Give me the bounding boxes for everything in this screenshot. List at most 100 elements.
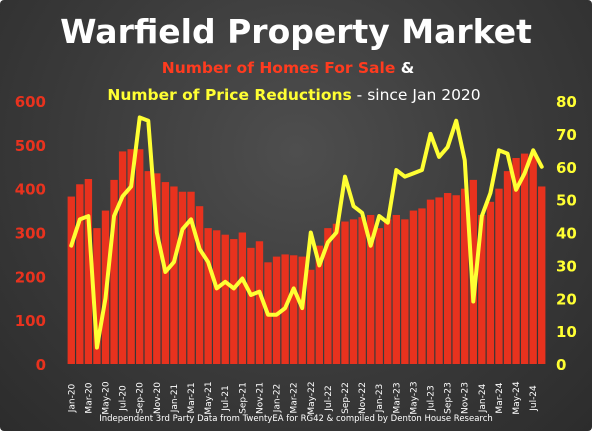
right-tick-80: 80 — [556, 93, 577, 111]
left-tick-200: 200 — [15, 268, 46, 286]
x-tick-May-23: May-23 — [409, 381, 419, 414]
bar-Nov-21 — [255, 241, 264, 364]
bar-Jan-23 — [375, 228, 383, 364]
bar-Nov-23 — [461, 188, 469, 364]
x-tick-Sep-23: Sep-23 — [444, 382, 454, 414]
bar-series-homes-for-sale — [67, 149, 546, 365]
bar-May-22 — [307, 269, 315, 364]
x-tick-Nov-23: Nov-23 — [461, 382, 471, 414]
bar-May-23 — [409, 210, 418, 364]
bar-Nov-20 — [153, 173, 161, 364]
subtitle-line-1: Number of Homes For Sale & — [162, 59, 415, 77]
bar-Jan-21 — [170, 186, 178, 364]
bar-Jan-24 — [478, 214, 486, 364]
x-tick-Jan-23: Jan-23 — [375, 384, 385, 414]
right-tick-40: 40 — [556, 225, 577, 243]
bar-Dec-22 — [366, 214, 375, 364]
footer-source-note: Independent 3rd Party Data from TwentyEA… — [99, 414, 493, 424]
x-tick-May-22: May-22 — [307, 381, 317, 414]
x-tick-Jan-22: Jan-22 — [273, 384, 283, 414]
bar-Jun-24 — [520, 153, 529, 364]
bar-Apr-22 — [298, 256, 306, 364]
x-tick-Mar-22: Mar-22 — [290, 382, 300, 413]
bar-Jan-20 — [67, 196, 75, 364]
right-axis-ticks: 0 10 20 30 40 50 60 70 80 — [556, 93, 577, 374]
right-tick-20: 20 — [556, 290, 577, 308]
subtitle-line-2: Number of Price Reductions - since Jan 2… — [107, 86, 480, 104]
left-tick-0: 0 — [36, 356, 46, 374]
bar-Feb-20 — [76, 184, 84, 364]
bar-Apr-21 — [195, 206, 204, 364]
x-tick-May-20: May-20 — [101, 381, 111, 414]
bar-Feb-23 — [384, 219, 392, 364]
x-tick-Sep-22: Sep-22 — [341, 382, 351, 414]
left-tick-400: 400 — [15, 181, 46, 199]
x-tick-Jul-23: Jul-23 — [427, 385, 437, 412]
left-tick-100: 100 — [15, 312, 46, 330]
bar-Feb-21 — [178, 191, 187, 364]
x-tick-Mar-21: Mar-21 — [187, 382, 197, 413]
bar-Jul-23 — [426, 199, 435, 365]
bar-Sep-23 — [443, 193, 452, 364]
subtitle-since: - since Jan 2020 — [352, 86, 481, 104]
bar-Jan-22 — [272, 256, 281, 364]
bar-May-24 — [512, 157, 520, 364]
x-tick-Mar-23: Mar-23 — [392, 382, 402, 413]
bar-Mar-20 — [84, 179, 93, 364]
price-reductions-line — [69, 115, 544, 350]
left-axis-ticks: 0 100 200 300 400 500 600 — [15, 93, 46, 374]
bar-Sep-22 — [341, 221, 349, 364]
bar-Aug-22 — [332, 223, 341, 364]
bar-Mar-23 — [392, 214, 400, 364]
bar-Mar-22 — [289, 255, 298, 364]
bar-Jul-22 — [324, 228, 332, 364]
bar-Oct-20 — [144, 171, 152, 364]
x-tick-Jul-20: Jul-20 — [119, 385, 129, 412]
subtitle-ampersand: & — [395, 59, 414, 77]
x-axis-ticks: Jan-20 Mar-20 May-20 Jul-20 Sep-20 Nov-20 Jan-… — [67, 381, 539, 414]
bar-Sep-21 — [238, 232, 247, 364]
x-tick-Nov-20: Nov-20 — [153, 382, 163, 414]
bar-Jul-20 — [118, 151, 127, 364]
left-tick-600: 600 — [15, 93, 46, 111]
bar-Oct-22 — [349, 219, 358, 364]
right-tick-0: 0 — [556, 356, 566, 374]
right-tick-30: 30 — [556, 257, 577, 275]
x-tick-Jul-22: Jul-22 — [324, 385, 334, 412]
x-tick-Jan-21: Jan-21 — [170, 384, 180, 414]
x-tick-Jan-24: Jan-24 — [478, 383, 488, 413]
bar-Jun-23 — [418, 208, 426, 364]
right-tick-60: 60 — [556, 159, 577, 177]
x-tick-May-21: May-21 — [204, 381, 214, 414]
bar-Feb-24 — [486, 201, 495, 364]
x-tick-Jul-21: Jul-21 — [221, 385, 231, 412]
bar-Apr-20 — [93, 228, 101, 364]
bar-Sep-20 — [136, 149, 144, 364]
right-tick-10: 10 — [556, 323, 577, 341]
x-tick-Nov-22: Nov-22 — [358, 382, 368, 414]
bar-May-21 — [204, 228, 212, 364]
x-tick-Nov-21: Nov-21 — [255, 382, 265, 414]
subtitle-homes-for-sale: Number of Homes For Sale — [162, 59, 396, 77]
bar-Aug-24 — [538, 186, 546, 364]
bar-Oct-21 — [247, 247, 255, 364]
bar-Jul-21 — [221, 234, 229, 364]
line-series-price-reductions — [69, 115, 544, 350]
chart-title: Warfield Property Market — [60, 12, 532, 51]
bar-Apr-23 — [401, 219, 409, 364]
right-tick-50: 50 — [556, 192, 577, 210]
left-tick-500: 500 — [15, 137, 46, 155]
bar-Nov-22 — [358, 217, 366, 364]
bar-Jun-22 — [315, 245, 324, 364]
x-tick-Jan-20: Jan-20 — [67, 383, 77, 413]
bar-Jun-21 — [213, 230, 221, 364]
bar-Aug-20 — [127, 149, 135, 364]
subtitle-price-reductions: Number of Price Reductions — [107, 86, 351, 104]
bar-Mar-24 — [495, 188, 503, 364]
x-tick-May-24: May-24 — [512, 381, 522, 414]
x-tick-Jul-24: Jul-24 — [529, 385, 539, 412]
x-tick-Mar-20: Mar-20 — [84, 382, 94, 413]
bar-Oct-23 — [452, 195, 460, 364]
left-tick-300: 300 — [15, 225, 46, 243]
